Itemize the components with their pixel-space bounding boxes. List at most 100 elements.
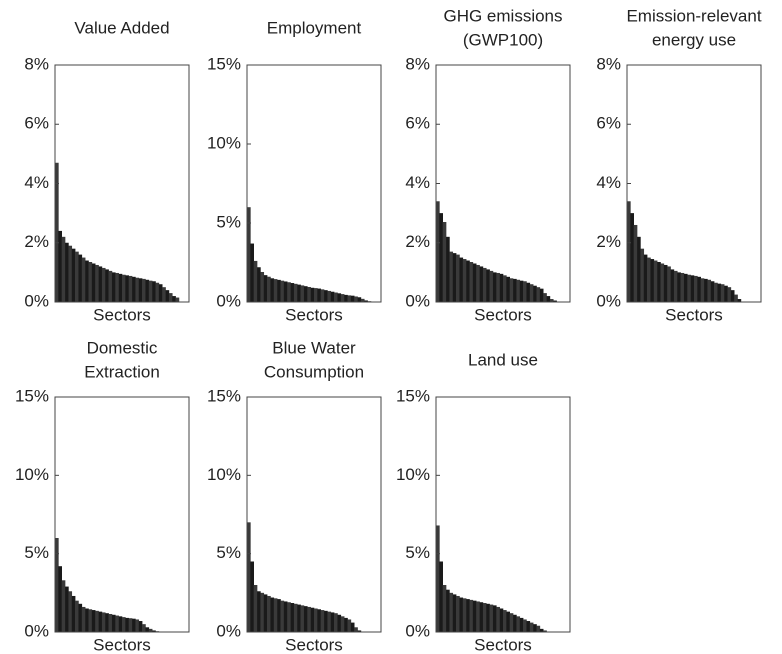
bar	[330, 612, 335, 632]
bar	[290, 603, 295, 632]
bar	[273, 279, 278, 302]
bar	[506, 276, 510, 302]
bar	[293, 603, 298, 632]
y-tick-label: 5%	[216, 543, 241, 562]
bar	[105, 613, 109, 632]
y-tick-label: 0%	[216, 291, 241, 310]
bar	[257, 267, 261, 302]
bar	[158, 284, 163, 302]
bar	[310, 607, 315, 632]
bar	[650, 259, 655, 302]
bar	[132, 276, 136, 302]
x-axis-label: Sectors	[285, 635, 343, 654]
bar	[700, 278, 705, 302]
bar	[168, 293, 173, 302]
y-tick-label: 0%	[216, 621, 241, 640]
bar	[297, 604, 301, 632]
bar	[111, 614, 116, 632]
bar	[317, 288, 321, 302]
y-tick-label: 6%	[596, 114, 621, 133]
bar	[267, 276, 271, 302]
bar	[446, 236, 450, 302]
bar	[344, 294, 348, 302]
bar	[273, 598, 278, 632]
bar	[492, 272, 497, 302]
bar	[253, 585, 258, 632]
bar	[536, 625, 541, 632]
y-tick-label: 4%	[24, 173, 49, 192]
bar	[61, 236, 66, 302]
bar	[516, 616, 521, 632]
bar	[720, 284, 725, 302]
bar	[111, 272, 116, 302]
panel: 0% 5% 10% 15% Land use Sectors	[396, 350, 571, 654]
bar	[71, 595, 76, 632]
panel-title: Value Added	[74, 18, 169, 37]
bar	[145, 627, 150, 632]
bar	[653, 260, 658, 302]
bar	[643, 254, 648, 302]
x-axis-label: Sectors	[474, 635, 532, 654]
bar	[65, 242, 69, 302]
bar	[543, 293, 547, 302]
bar	[118, 273, 123, 302]
y-tick-label: 4%	[405, 173, 430, 192]
bar	[667, 266, 671, 302]
bar	[697, 276, 701, 302]
bar	[469, 599, 474, 632]
y-tick-label: 15%	[207, 386, 241, 405]
bar	[324, 290, 328, 302]
panel: 0% 2% 4% 6% 8% Value Added Sectors	[24, 18, 190, 324]
bar	[152, 630, 156, 632]
panel-title: Domestic	[87, 338, 158, 357]
bar	[694, 275, 698, 302]
bar	[283, 281, 288, 302]
bar	[108, 270, 113, 302]
bar	[142, 624, 146, 632]
panel-title: Extraction	[84, 362, 160, 381]
y-tick-label: 0%	[24, 621, 49, 640]
x-axis-label: Sectors	[93, 635, 151, 654]
bar	[260, 271, 265, 302]
bar	[172, 296, 176, 302]
bar	[442, 222, 447, 302]
bar	[71, 248, 76, 302]
y-tick-label: 15%	[396, 386, 430, 405]
bar	[337, 614, 342, 632]
bar	[324, 610, 328, 632]
bar	[357, 630, 362, 632]
bar	[115, 272, 119, 302]
bar	[277, 279, 281, 302]
bar	[633, 224, 638, 302]
bar	[707, 279, 712, 302]
bar	[58, 566, 62, 632]
bar	[334, 292, 338, 302]
axes-frame	[246, 396, 382, 633]
bar	[105, 269, 109, 302]
bar	[439, 213, 443, 302]
y-tick-label: 10%	[207, 465, 241, 484]
bar	[714, 282, 718, 302]
bar	[138, 278, 143, 302]
bar	[85, 608, 89, 632]
panel-title: Consumption	[264, 362, 364, 381]
bar	[115, 615, 119, 632]
bar	[553, 300, 557, 302]
y-tick-label: 8%	[24, 54, 49, 73]
y-tick-label: 0%	[24, 291, 49, 310]
bar	[466, 260, 470, 302]
bar	[509, 613, 514, 632]
x-axis-label: Sectors	[285, 305, 343, 324]
bar	[670, 269, 675, 302]
bar	[737, 299, 742, 302]
bar	[364, 300, 368, 302]
bar	[549, 299, 554, 302]
bar	[503, 610, 507, 632]
bar	[337, 293, 342, 302]
bar	[436, 201, 440, 302]
panel: 0% 5% 10% 15% Blue Water Consumption Sectors	[207, 338, 382, 654]
panel: 0% 2% 4% 6% 8% GHG emissions (GWP100) Sectors	[405, 6, 571, 324]
bar	[175, 297, 180, 302]
bar	[155, 282, 160, 302]
bar	[128, 275, 133, 302]
